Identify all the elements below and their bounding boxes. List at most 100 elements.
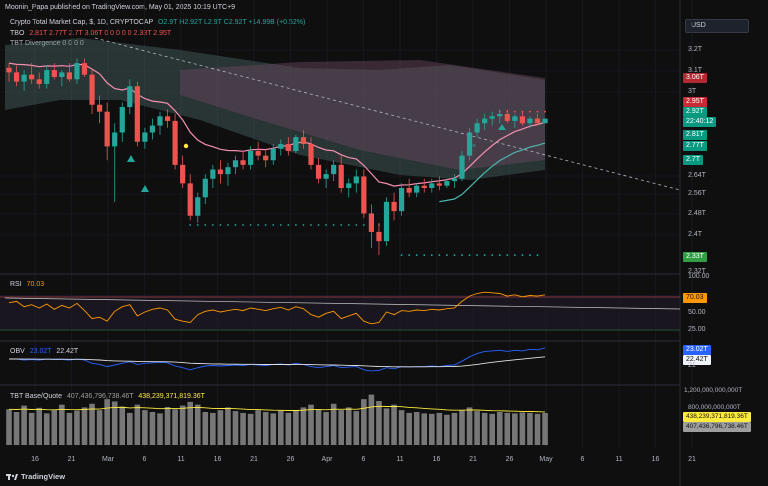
volume-bar: [466, 407, 473, 445]
candle-body: [270, 148, 276, 161]
price-tick: 3.2T: [688, 46, 703, 53]
volume-bar: [481, 412, 488, 445]
volume-bar: [202, 412, 209, 445]
volume-bar: [194, 404, 201, 445]
volume-bar: [376, 401, 382, 445]
time-tick: 16: [214, 456, 222, 463]
publisher-note: Moonin_Papa published on TradingView.com…: [5, 4, 236, 11]
candle-body: [534, 118, 541, 124]
candle-body: [21, 74, 27, 82]
support-dot: [513, 254, 516, 256]
bq-value-1: 407,436,796,738.46T: [66, 393, 134, 400]
resistance-dot: [513, 110, 516, 113]
cross-marker: ×: [472, 143, 476, 150]
volume-bar: [51, 410, 58, 445]
volume-bar: [496, 412, 503, 445]
volume-bar: [134, 404, 141, 445]
support-dot: [536, 254, 539, 256]
candle-body: [338, 164, 344, 188]
support-dot: [242, 224, 244, 226]
time-tick: 16: [31, 456, 39, 463]
buy-signal-triangle: [127, 155, 135, 162]
support-dot: [521, 254, 524, 256]
ichimoku-cloud: [5, 38, 545, 180]
support-dot: [430, 254, 433, 256]
rsi-legend[interactable]: RSI 70.03: [10, 281, 44, 288]
volume-bar: [66, 412, 73, 445]
time-tick: 11: [615, 456, 622, 463]
candle-body: [308, 144, 314, 165]
candle-body: [346, 183, 352, 188]
obv-tick: 21: [688, 362, 696, 369]
legend-symbol-row[interactable]: Crypto Total Market Cap, $, 1D, CRYPTOCA…: [10, 19, 305, 26]
support-dot: [340, 224, 343, 226]
tradingview-logo[interactable]: TradingView: [6, 472, 65, 481]
volume-bar: [172, 409, 178, 445]
bq-legend[interactable]: TBT Base/Quote 407,436,796,738.46T 438,2…: [10, 393, 205, 400]
candle-body: [512, 116, 518, 121]
volume-bar: [519, 412, 526, 445]
volume-bar: [225, 407, 231, 445]
obv-name: OBV: [10, 348, 25, 355]
volume-bar: [157, 413, 163, 445]
candle-body: [331, 164, 337, 175]
support-dot: [317, 224, 320, 226]
price-tick: 2.64T: [688, 172, 706, 179]
candle-body: [142, 132, 148, 142]
support-dot: [272, 224, 275, 226]
volume-bar: [436, 412, 443, 445]
bq-value-2: 438,239,371,819.36T: [138, 393, 205, 400]
legend-tbt-divergence[interactable]: TBT Divergence 0 0 0 0: [10, 40, 84, 47]
support-dot: [234, 224, 237, 226]
volume-bar: [459, 410, 465, 445]
cloud-purple: [180, 60, 545, 170]
volume-average-line: [8, 405, 546, 413]
candle-body: [482, 118, 488, 124]
volume-bar: [300, 407, 307, 445]
candle-body: [225, 167, 231, 175]
volume-bar: [217, 410, 224, 445]
bq-tag-1: 438,239,371,819.36T: [683, 412, 751, 422]
legend-tbo-row[interactable]: TBO 2.81T 2.77T 2.7T 3.06T 0 0 0 0 0 2.3…: [10, 30, 171, 37]
volume-bar: [89, 403, 95, 445]
alert-marker: [183, 143, 189, 149]
time-tick: 11: [177, 456, 184, 463]
volume-bar: [6, 409, 12, 445]
currency-button[interactable]: USD: [685, 19, 749, 33]
candle-body: [315, 164, 322, 179]
price-tag-2-7: 2.7T: [683, 155, 704, 165]
candle-body: [97, 104, 103, 112]
volume-bar: [21, 405, 27, 445]
candle-body: [164, 116, 171, 121]
candle-body: [376, 231, 382, 242]
obv-average-line: [9, 356, 546, 368]
volume-bar: [285, 412, 292, 445]
price-tick: 2.56T: [688, 190, 706, 197]
volume-bars: [6, 394, 548, 445]
obv-legend[interactable]: OBV 23.02T 22.42T: [10, 348, 78, 355]
rsi-tick: 100.00: [688, 273, 710, 280]
volume-bar: [164, 406, 171, 445]
candle-body: [429, 183, 435, 188]
candle-body: [134, 86, 140, 142]
volume-bar: [262, 412, 269, 445]
rsi-line: [8, 291, 546, 325]
rsi-value: 70.03: [26, 281, 45, 288]
volume-bar: [353, 411, 360, 445]
support-dot: [446, 254, 448, 256]
candle-body: [414, 185, 420, 193]
support-dot: [423, 254, 426, 256]
volume-bar: [210, 412, 216, 445]
countdown-tag: 22:40:12: [683, 117, 717, 127]
candle-body: [285, 144, 291, 151]
candle-body: [459, 155, 465, 179]
price-tick: 2.48T: [688, 210, 706, 217]
currency-label: USD: [691, 22, 706, 29]
time-tick: 6: [143, 456, 147, 463]
support-dot: [264, 224, 267, 226]
support-dot: [362, 224, 365, 226]
volume-bar: [278, 410, 284, 445]
time-tick: 26: [287, 456, 295, 463]
volume-bar: [28, 412, 35, 445]
